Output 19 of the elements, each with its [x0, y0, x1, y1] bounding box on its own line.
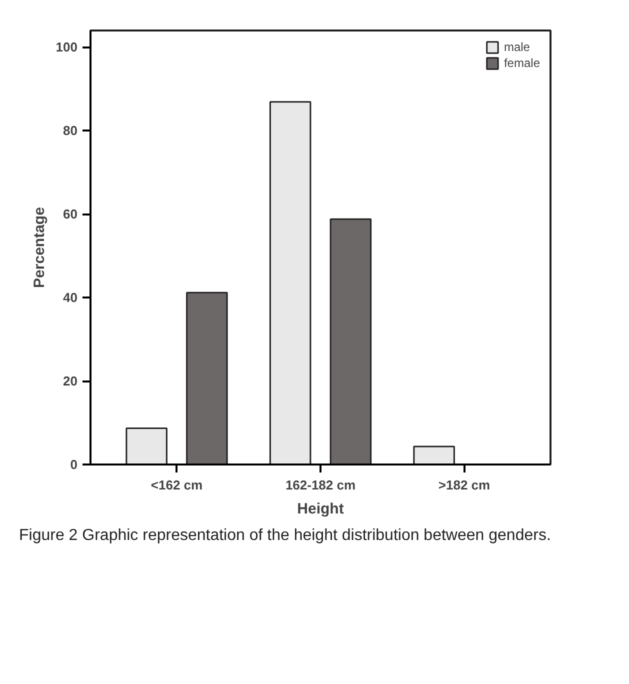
y-tick-label: 20 — [63, 374, 78, 389]
legend-label: female — [504, 56, 540, 70]
y-axis-title: Percentage — [30, 207, 48, 288]
y-tick-label: 100 — [56, 40, 78, 55]
bar — [269, 101, 312, 464]
legend-label: male — [504, 40, 530, 54]
bar — [126, 427, 168, 464]
x-tick-label: 162-182 cm — [285, 478, 356, 492]
bar — [186, 292, 228, 464]
y-tick-label: 0 — [70, 457, 78, 472]
x-axis-title: Height — [297, 500, 344, 518]
bar — [413, 446, 455, 464]
x-tick-label: <162 cm — [150, 478, 203, 492]
y-tick-label: 80 — [63, 123, 78, 138]
y-tick-label: 40 — [63, 290, 78, 306]
bar — [330, 218, 372, 464]
x-tick-label: >182 cm — [438, 478, 490, 492]
caption: Figure 2 Graphic representation of the height distribution between genders. — [19, 526, 551, 546]
y-tick-label: 60 — [63, 206, 78, 222]
